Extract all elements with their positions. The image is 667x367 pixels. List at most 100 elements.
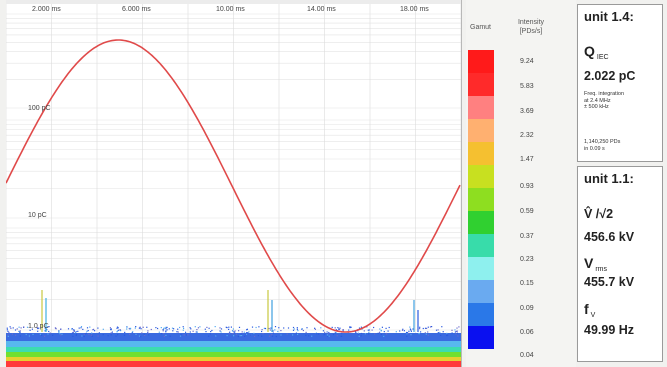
pd-pulse-dot xyxy=(210,331,212,333)
pd-pulse-dot xyxy=(72,331,74,333)
pd-pulse-dot xyxy=(431,326,433,328)
pd-pulse-dot xyxy=(226,335,228,337)
pd-pulse-dot xyxy=(360,335,362,337)
pd-pulse-dot xyxy=(135,326,137,328)
pd-pulse-dot xyxy=(427,331,429,333)
pd-pulse-dot xyxy=(244,335,246,337)
pd-pulse-dot xyxy=(271,335,274,337)
pd-pulse-dot xyxy=(110,329,112,331)
pd-pulse-dot xyxy=(234,330,236,332)
pd-pulse-dot xyxy=(97,327,99,329)
pd-pulse-dot xyxy=(368,333,370,335)
pd-pulse-dot xyxy=(6,329,8,331)
pd-pulse-dot xyxy=(371,329,373,331)
pd-pulse-dot xyxy=(424,327,427,329)
pd-pulse-dot xyxy=(261,330,263,333)
pd-pulse-dot xyxy=(59,333,61,335)
pd-pulse-dot xyxy=(176,331,178,333)
pd-pulse-dot xyxy=(254,335,256,338)
pd-intensity-band xyxy=(6,347,461,352)
pd-pulse-dot xyxy=(335,329,337,331)
pd-pulse-dot xyxy=(422,327,424,330)
pd-pulse-dot xyxy=(206,326,208,328)
pd-pulse-dot xyxy=(355,331,357,334)
pd-pulse-dot xyxy=(305,334,307,336)
voltage-sine-reference xyxy=(6,39,461,333)
pd-pulse-dot xyxy=(233,335,235,337)
pd-pulse-dot xyxy=(427,326,429,328)
q-iec-label: Q IEC xyxy=(584,43,609,61)
pd-pulse-dot xyxy=(110,329,112,331)
pd-pulse-dot xyxy=(395,331,397,333)
pd-pulse-dot xyxy=(111,331,113,333)
pd-pulse-dot xyxy=(233,331,235,333)
pd-pulse-dot xyxy=(275,335,277,338)
pd-pulse-dot xyxy=(16,328,18,330)
pd-pulse-dot xyxy=(232,330,234,332)
pd-pulse-dot xyxy=(381,326,383,328)
pd-pulse-dot xyxy=(129,328,131,330)
pd-pulse-dot xyxy=(60,334,62,336)
pd-pulse-dot xyxy=(409,326,411,328)
pd-pulse-dot xyxy=(123,334,126,336)
pd-pulse-dot xyxy=(240,333,242,335)
pd-pulse-dot xyxy=(239,335,241,337)
pd-pulse-dot xyxy=(219,327,221,329)
pd-pulse-dot xyxy=(80,327,82,329)
pd-pulse-dot xyxy=(350,326,352,328)
pd-pulse-dot xyxy=(442,331,444,333)
pd-pulse-dot xyxy=(387,330,389,332)
pd-pulse-dot xyxy=(358,335,360,337)
pd-pulse-dot xyxy=(364,333,366,335)
pd-pulse-dot xyxy=(81,335,83,337)
pd-pulse-dot xyxy=(380,333,382,335)
pd-pulse-dot xyxy=(189,327,191,329)
pd-pulse-dot xyxy=(261,335,263,337)
gamut-value: 0.09 xyxy=(520,305,534,312)
pd-pulse-dot xyxy=(342,329,344,331)
pd-pulse-dot xyxy=(18,326,20,328)
gamut-header: Gamut Intensity [PDs/s] xyxy=(466,18,576,42)
time-axis-label: 6.000 ms xyxy=(122,6,151,13)
pd-pulse-dot xyxy=(197,327,199,329)
pd-pulse-dot xyxy=(278,327,280,329)
pd-pulse-dot xyxy=(446,332,448,334)
pd-pulse-dot xyxy=(147,330,149,332)
pd-pulse-dot xyxy=(135,333,137,335)
pd-pulse-dot xyxy=(357,332,359,334)
pd-pulse-dot xyxy=(185,334,188,336)
pd-pulse-dot xyxy=(451,329,453,331)
pd-pulse-dot xyxy=(280,334,282,336)
pd-pulse-dot xyxy=(327,333,329,335)
pd-pulse-dot xyxy=(75,331,77,333)
pd-pulse-dot xyxy=(48,326,50,328)
unit-1-4-panel: unit 1.4: Q IEC 2.022 pC Freq. integratio… xyxy=(577,4,663,162)
pd-pulse-dot xyxy=(440,334,442,336)
pd-pulse-dot xyxy=(406,333,408,335)
gamut-value: 9.24 xyxy=(520,58,534,65)
pd-pulse-dot xyxy=(368,331,370,333)
time-axis-label: 18.00 ms xyxy=(400,6,429,13)
pd-pulse-dot xyxy=(264,327,267,330)
pd-pulse-dot xyxy=(458,326,460,328)
pd-pulse-dot xyxy=(268,335,271,337)
pd-pulse-dot xyxy=(334,332,336,334)
pd-pulse-dot xyxy=(23,326,25,328)
pd-pulse-dot xyxy=(435,329,438,331)
pd-pulse-dot xyxy=(235,333,237,335)
pd-pulse-dot xyxy=(251,326,254,328)
pd-pulse-dot xyxy=(120,330,122,332)
pd-intensity-band xyxy=(6,333,461,341)
pd-pulse-dot xyxy=(271,334,273,336)
time-axis-label: 10.00 ms xyxy=(216,6,245,13)
pd-pulse-dot xyxy=(292,334,294,336)
pd-pulse-dot xyxy=(360,332,363,335)
pd-pulse-dot xyxy=(177,331,179,333)
pd-pulse-dot xyxy=(241,331,243,333)
pd-pulse-dot xyxy=(7,330,9,332)
pd-pulse-dot xyxy=(234,332,236,334)
pd-pulse-dot xyxy=(447,334,449,336)
pd-pulse-dot xyxy=(337,327,339,329)
pd-pulse-dot xyxy=(165,331,167,333)
gamut-value: 2.32 xyxy=(520,132,534,139)
